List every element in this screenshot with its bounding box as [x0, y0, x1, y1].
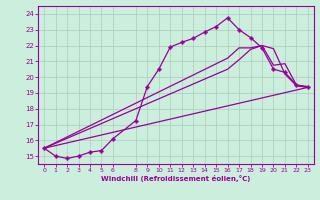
X-axis label: Windchill (Refroidissement éolien,°C): Windchill (Refroidissement éolien,°C)	[101, 175, 251, 182]
